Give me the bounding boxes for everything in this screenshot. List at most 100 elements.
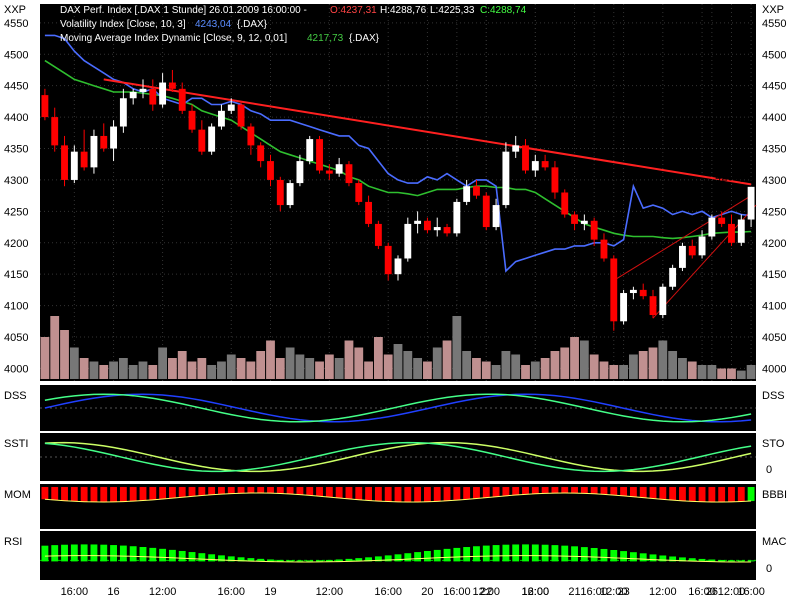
candle-body (247, 126, 255, 146)
volume-bar (393, 344, 403, 379)
momentum-bar (61, 487, 68, 501)
candle-body (502, 151, 510, 206)
candle (443, 223, 451, 237)
histogram-bar (129, 546, 137, 562)
candle (237, 101, 245, 130)
momentum-bar (688, 487, 696, 502)
histogram-bar (80, 544, 88, 562)
legend-value: 4243,04 (195, 19, 232, 30)
candle (355, 179, 363, 206)
candle (639, 283, 647, 300)
candle-body (90, 135, 98, 168)
volume-bar (452, 316, 462, 379)
volume-bar (570, 337, 579, 379)
volume-bar (236, 358, 246, 379)
histogram-bar (316, 560, 323, 562)
volume-bar (727, 368, 736, 379)
candle (463, 179, 471, 206)
volume-bar (364, 361, 373, 379)
volume-bar (373, 337, 383, 379)
candle-body (679, 245, 686, 268)
momentum-bar (433, 487, 441, 502)
candle (51, 107, 59, 152)
momentum-bar (718, 487, 726, 502)
histogram-bar (247, 558, 255, 562)
price-tick-label: 4100 (4, 301, 28, 313)
momentum-bar (355, 487, 363, 500)
price-pane[interactable]: 4293,41 (40, 4, 757, 381)
momentum-bar (218, 487, 225, 495)
momentum-bar (747, 487, 755, 502)
histogram-bar (590, 547, 598, 562)
time-axis: 16:00 16 12:00 16:00 19 12:00 16:00 20 12:00 16:0… (61, 586, 765, 598)
signal-line (44, 555, 752, 563)
volume-bar (148, 365, 158, 379)
candle (119, 88, 127, 133)
histogram-bar (335, 559, 343, 562)
volume-bar (295, 354, 305, 379)
price-tick-label: 4450 (4, 81, 28, 93)
time-tick-label: 12:00 (522, 586, 550, 598)
histogram-bar (365, 557, 373, 562)
momentum-bar (482, 487, 490, 498)
volume-bar (550, 351, 560, 379)
candle-body (218, 110, 225, 127)
volume-bar (501, 351, 511, 379)
time-tick-label: 19 (264, 586, 276, 598)
candle (688, 239, 696, 259)
volume-bar (403, 351, 413, 379)
momentum-bar (51, 487, 59, 501)
volume-bar (521, 365, 530, 379)
legend-suffix: {.DAX} (237, 19, 268, 30)
momentum-bar (512, 487, 520, 496)
volume-bar (442, 340, 452, 379)
histogram-bar (728, 560, 735, 562)
candle-body (110, 126, 117, 149)
histogram-bar (276, 559, 284, 562)
volume-bar (256, 351, 266, 379)
candle-body (541, 161, 549, 168)
candle (590, 217, 598, 246)
volume-bar (599, 361, 609, 379)
candle (541, 154, 549, 171)
volume-bar (462, 351, 472, 379)
momentum-bar (698, 487, 706, 502)
indicator-tick-label: 0 (766, 563, 772, 575)
candle (502, 142, 510, 209)
histogram-bar (188, 552, 196, 562)
candle (335, 157, 343, 177)
histogram-bar (119, 545, 127, 562)
time-tick-label: 16 (107, 586, 119, 598)
candle-body (561, 192, 569, 215)
histogram-bar (737, 560, 745, 562)
candle (610, 255, 618, 331)
candle-body (492, 205, 500, 228)
candle-body (168, 82, 176, 89)
candle-body (345, 164, 353, 184)
price-tick-label: 4500 (4, 49, 28, 61)
price-tick-label: 4500 (762, 49, 786, 61)
time-tick-label: 16:00 (443, 586, 471, 598)
histogram-bar (61, 544, 68, 562)
volume-bar (158, 347, 168, 379)
time-tick-label: 12:00 (149, 586, 177, 598)
volume-bar (275, 358, 285, 379)
volume-bar (69, 347, 79, 379)
histogram-bar (688, 558, 696, 562)
candle-body (306, 139, 314, 162)
candle-body (620, 293, 628, 322)
candle (600, 233, 608, 262)
candle-body (512, 145, 520, 152)
candle (522, 139, 529, 174)
candle-body (276, 179, 284, 206)
volume-bar (746, 365, 756, 379)
histogram-bar (659, 555, 667, 562)
momentum-bar (100, 487, 108, 502)
price-tick-label: 4200 (762, 238, 786, 250)
indicator-name-label: RSI (4, 536, 22, 548)
indicator-plot-area (40, 433, 756, 481)
momentum-bar (316, 487, 323, 497)
indicator-pane-ssti: SSTI STO 0 (4, 433, 785, 481)
volume-bar (305, 358, 315, 379)
